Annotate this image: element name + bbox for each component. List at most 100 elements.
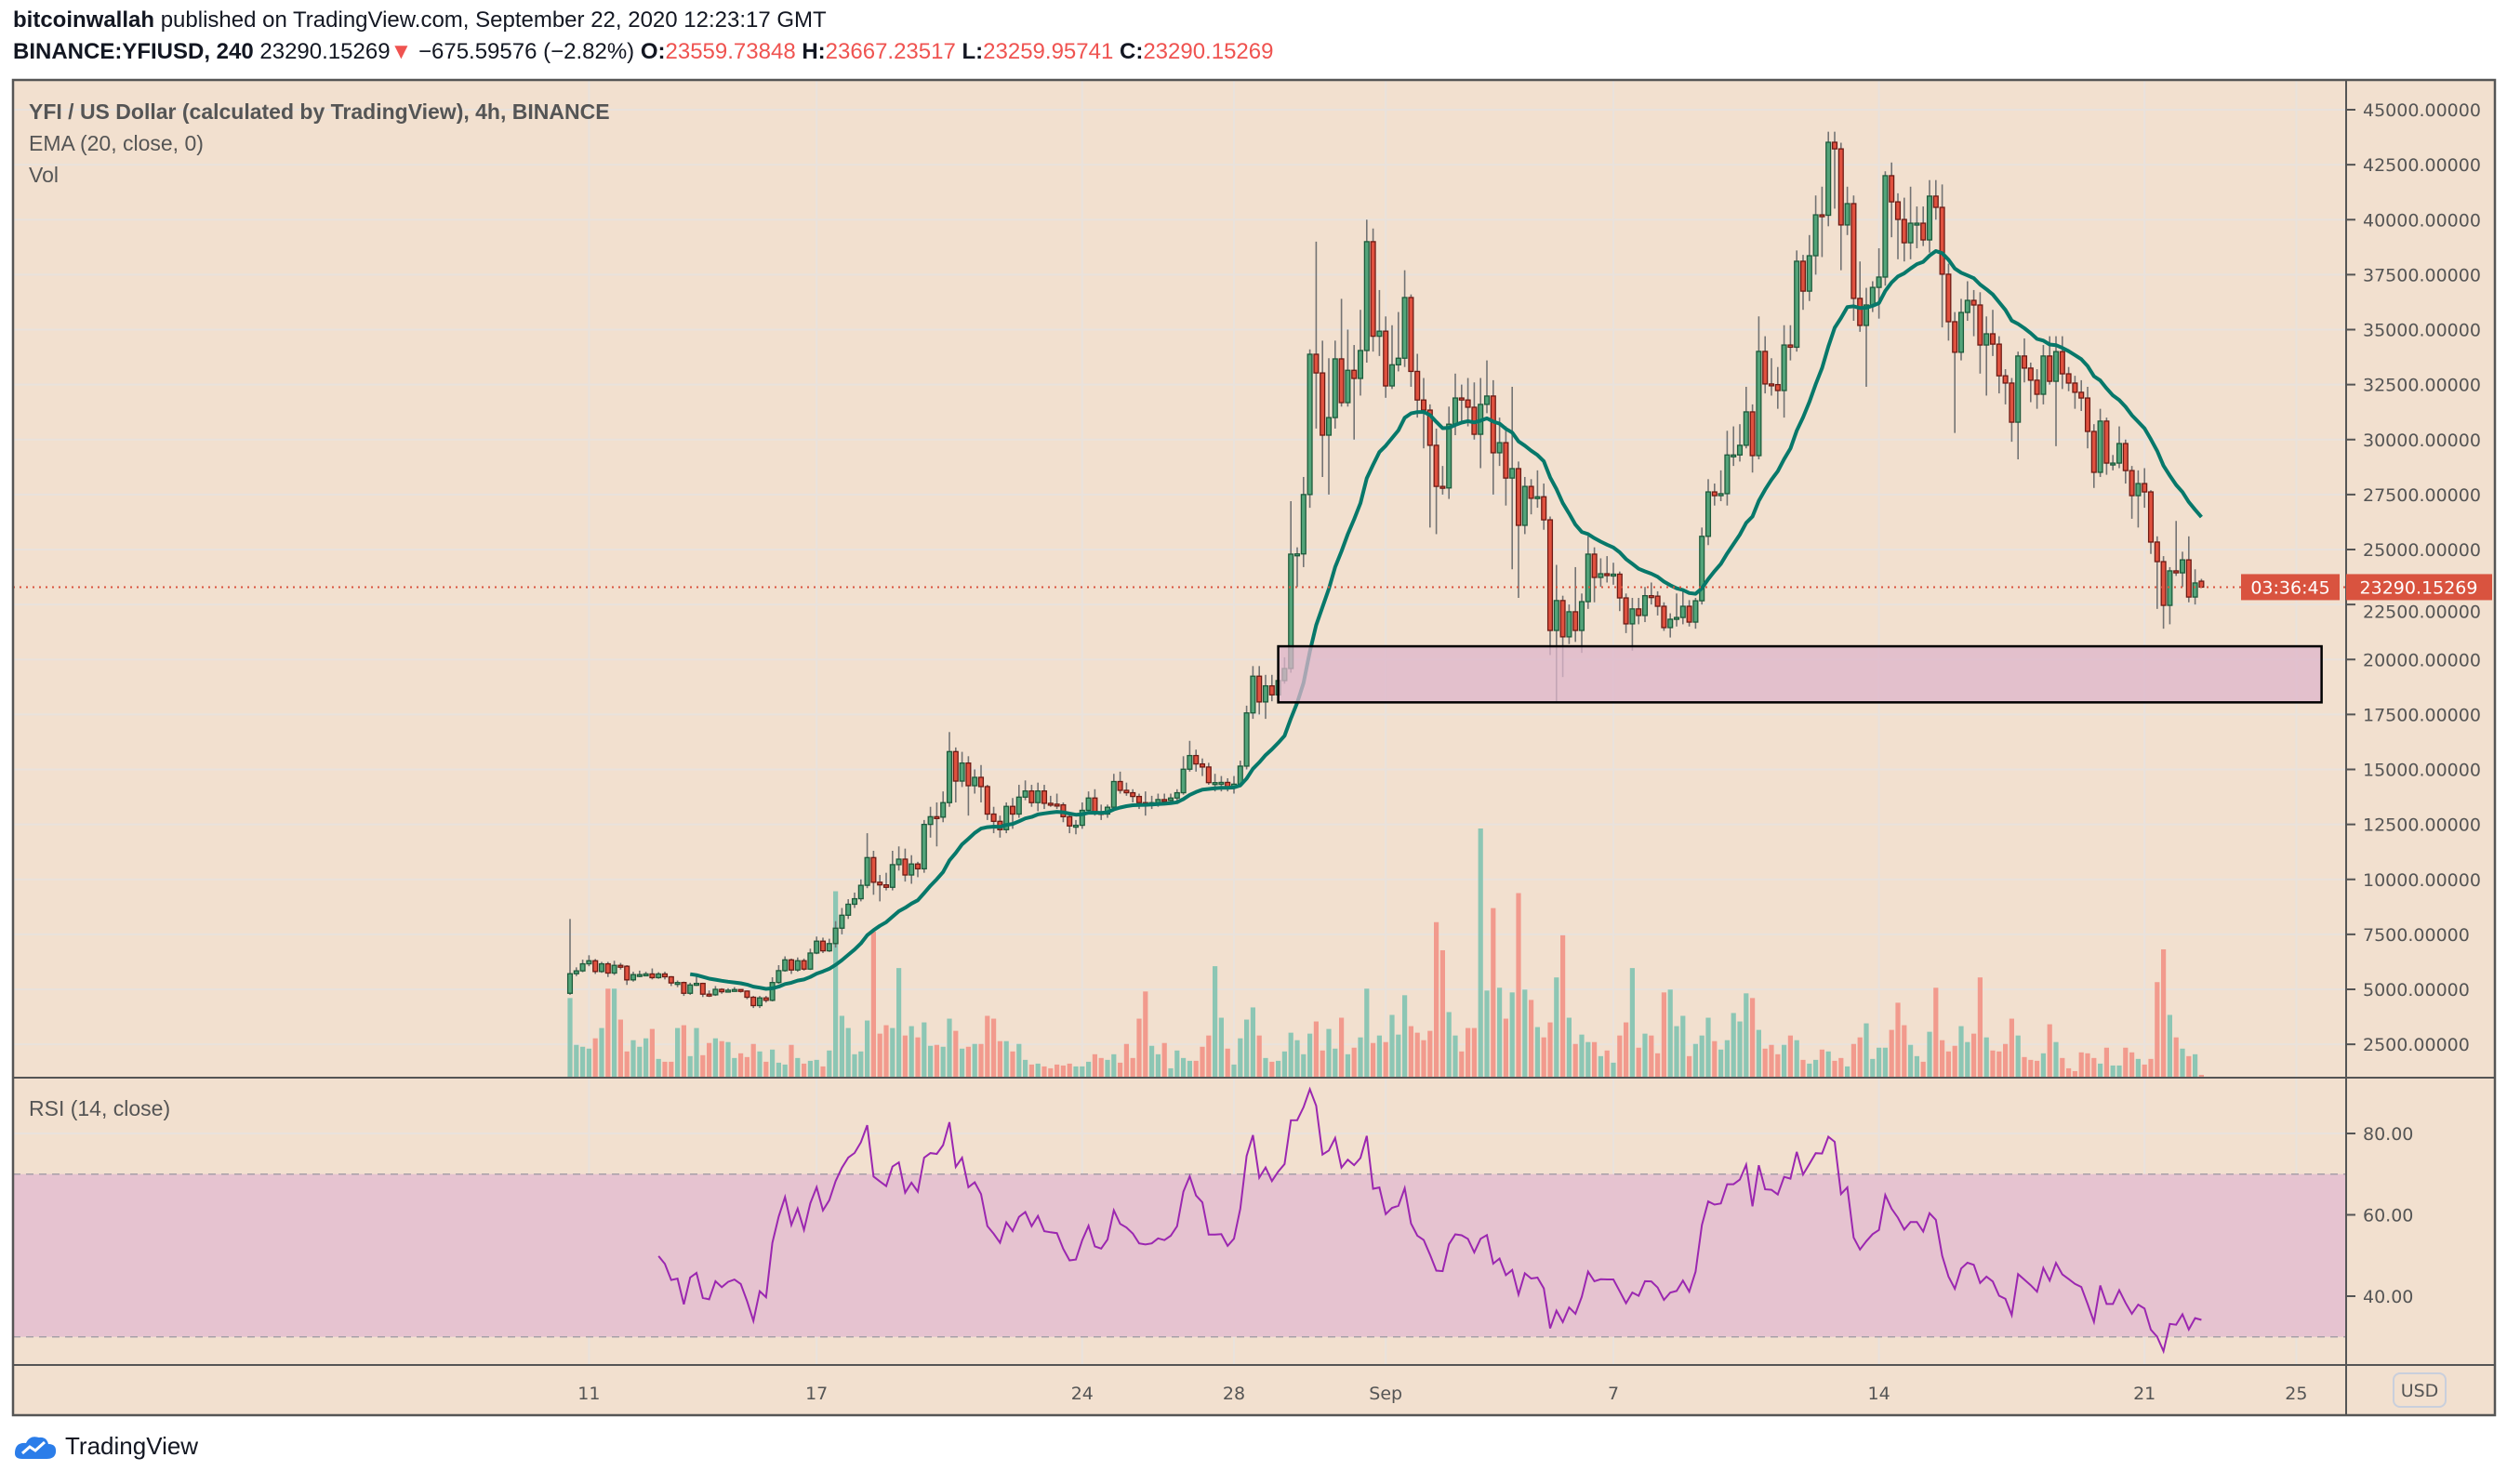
candle-body	[1009, 805, 1016, 815]
price-tick-label: 20000.00000	[2363, 650, 2481, 670]
author-name[interactable]: bitcoinwallah	[13, 7, 155, 33]
volume-bar	[1055, 1064, 1060, 1078]
rsi-legend[interactable]: RSI (14, close)	[29, 1096, 170, 1120]
volume-bar	[1389, 1014, 1395, 1078]
volume-bar	[934, 1044, 939, 1078]
volume-bar	[649, 1028, 655, 1078]
volume-bar	[1326, 1028, 1332, 1078]
volume-bar	[637, 1046, 643, 1078]
price-change: −675.59576 (−2.82%)	[418, 39, 635, 64]
candle-body	[2021, 355, 2028, 369]
volume-bar	[1016, 1043, 1022, 1078]
last-price-badge-text: 23290.15269	[2360, 577, 2478, 598]
volume-bar	[675, 1027, 681, 1078]
volume-bar	[1920, 1061, 1926, 1078]
candle-body	[1022, 790, 1028, 798]
volume-bar	[2180, 1048, 2185, 1078]
volume-bar	[1882, 1047, 1888, 1078]
volume-bar	[694, 1027, 699, 1078]
support-zone-rectangle[interactable]	[1277, 644, 2323, 704]
candle-body	[1401, 297, 1408, 359]
candle-body	[1067, 815, 1073, 827]
volume-bar	[1339, 1017, 1345, 1078]
ema-legend[interactable]: EMA (20, close, 0)	[29, 131, 204, 155]
volume-bar	[1238, 1038, 1243, 1078]
candle-body	[2052, 351, 2060, 382]
volume-bar	[1825, 1051, 1831, 1078]
volume-bar	[1902, 1025, 1907, 1078]
volume-bar	[2003, 1043, 2009, 1078]
candle-body	[1313, 353, 1320, 374]
volume-bar	[1048, 1067, 1054, 1078]
volume-bar	[1674, 1026, 1679, 1078]
candle-body	[1692, 600, 1699, 623]
candle-body	[737, 988, 744, 992]
candle-body	[1212, 782, 1218, 786]
candle-body	[1174, 791, 1180, 799]
candle-body	[598, 962, 605, 973]
candle-body	[731, 988, 737, 992]
volume-bar	[1497, 987, 1503, 1078]
candle-body	[1736, 444, 1744, 456]
volume-bar	[985, 1015, 990, 1078]
time-tick-label: 24	[1071, 1384, 1094, 1404]
price-axis[interactable]: 45000.00000 42500.00000 40000.00000 37500.0…	[2346, 100, 2481, 1055]
volume-bar	[870, 931, 876, 1078]
vol-legend[interactable]: Vol	[29, 163, 59, 187]
footer-brand[interactable]: TradingView	[13, 1432, 198, 1461]
volume-bar	[1971, 1033, 1977, 1078]
candle-body	[1983, 333, 1990, 346]
volume-bar	[1857, 1037, 1863, 1078]
volume-bar	[1067, 1063, 1072, 1078]
rsi-axis[interactable]: 80.00 60.00 40.00	[2346, 1124, 2413, 1307]
currency-button[interactable]	[2393, 1372, 2447, 1408]
volume-bar	[1105, 1059, 1110, 1078]
candle-body	[1787, 344, 1794, 349]
price-tick-label: 7500.00000	[2363, 925, 2470, 946]
candle-body	[1509, 468, 1516, 479]
candle-body	[839, 914, 845, 929]
volume-bar	[1845, 1066, 1850, 1078]
candle-body	[1420, 399, 1427, 411]
volume-bar	[2085, 1053, 2090, 1078]
volume-bar	[1414, 1032, 1420, 1078]
volume-bar	[1003, 1040, 1009, 1078]
candle-body	[1205, 766, 1212, 784]
candle-body	[1483, 395, 1491, 405]
volume-bar	[1629, 968, 1635, 1078]
candle-body	[1711, 491, 1718, 497]
volume-bar	[2040, 1053, 2046, 1078]
volume-bar	[574, 1044, 579, 1078]
volume-bar	[1333, 1048, 1338, 1078]
time-tick-label: 7	[1608, 1384, 1619, 1404]
candle-body	[1395, 357, 1401, 365]
candle-body	[1812, 214, 1819, 257]
price-tick-label: 32500.00000	[2363, 376, 2481, 396]
volume-bar	[1383, 1041, 1388, 1078]
time-tick-label: 21	[2133, 1384, 2155, 1404]
volume-bar	[1358, 1037, 1363, 1078]
volume-bar	[1098, 1057, 1104, 1078]
candle-body	[782, 959, 789, 972]
last-price-badge	[2346, 574, 2492, 601]
candle-body	[946, 750, 953, 803]
volume-bar	[580, 1046, 586, 1078]
candle-body	[2110, 462, 2116, 466]
candle-body	[579, 962, 586, 972]
price-tick-label: 22500.00000	[2363, 602, 2481, 622]
price-tick-label: 30000.00000	[2363, 431, 2481, 451]
candle-body	[1047, 802, 1054, 806]
candle-body	[984, 786, 990, 815]
price-tick-label: 5000.00000	[2363, 980, 2470, 1000]
candle-body	[857, 884, 864, 900]
candle-body	[1167, 797, 1174, 802]
candle-body	[1376, 330, 1383, 338]
volume-bar	[1819, 1049, 1824, 1078]
volume-bar	[960, 1048, 965, 1078]
price-tick-label: 40000.00000	[2363, 210, 2481, 231]
candle-body	[1704, 491, 1712, 537]
candle-body	[1894, 201, 1902, 220]
time-axis[interactable]: 11 17 24 28 Sep 7 14 21 25	[577, 1384, 2307, 1404]
volume-bar	[1655, 1053, 1661, 1078]
